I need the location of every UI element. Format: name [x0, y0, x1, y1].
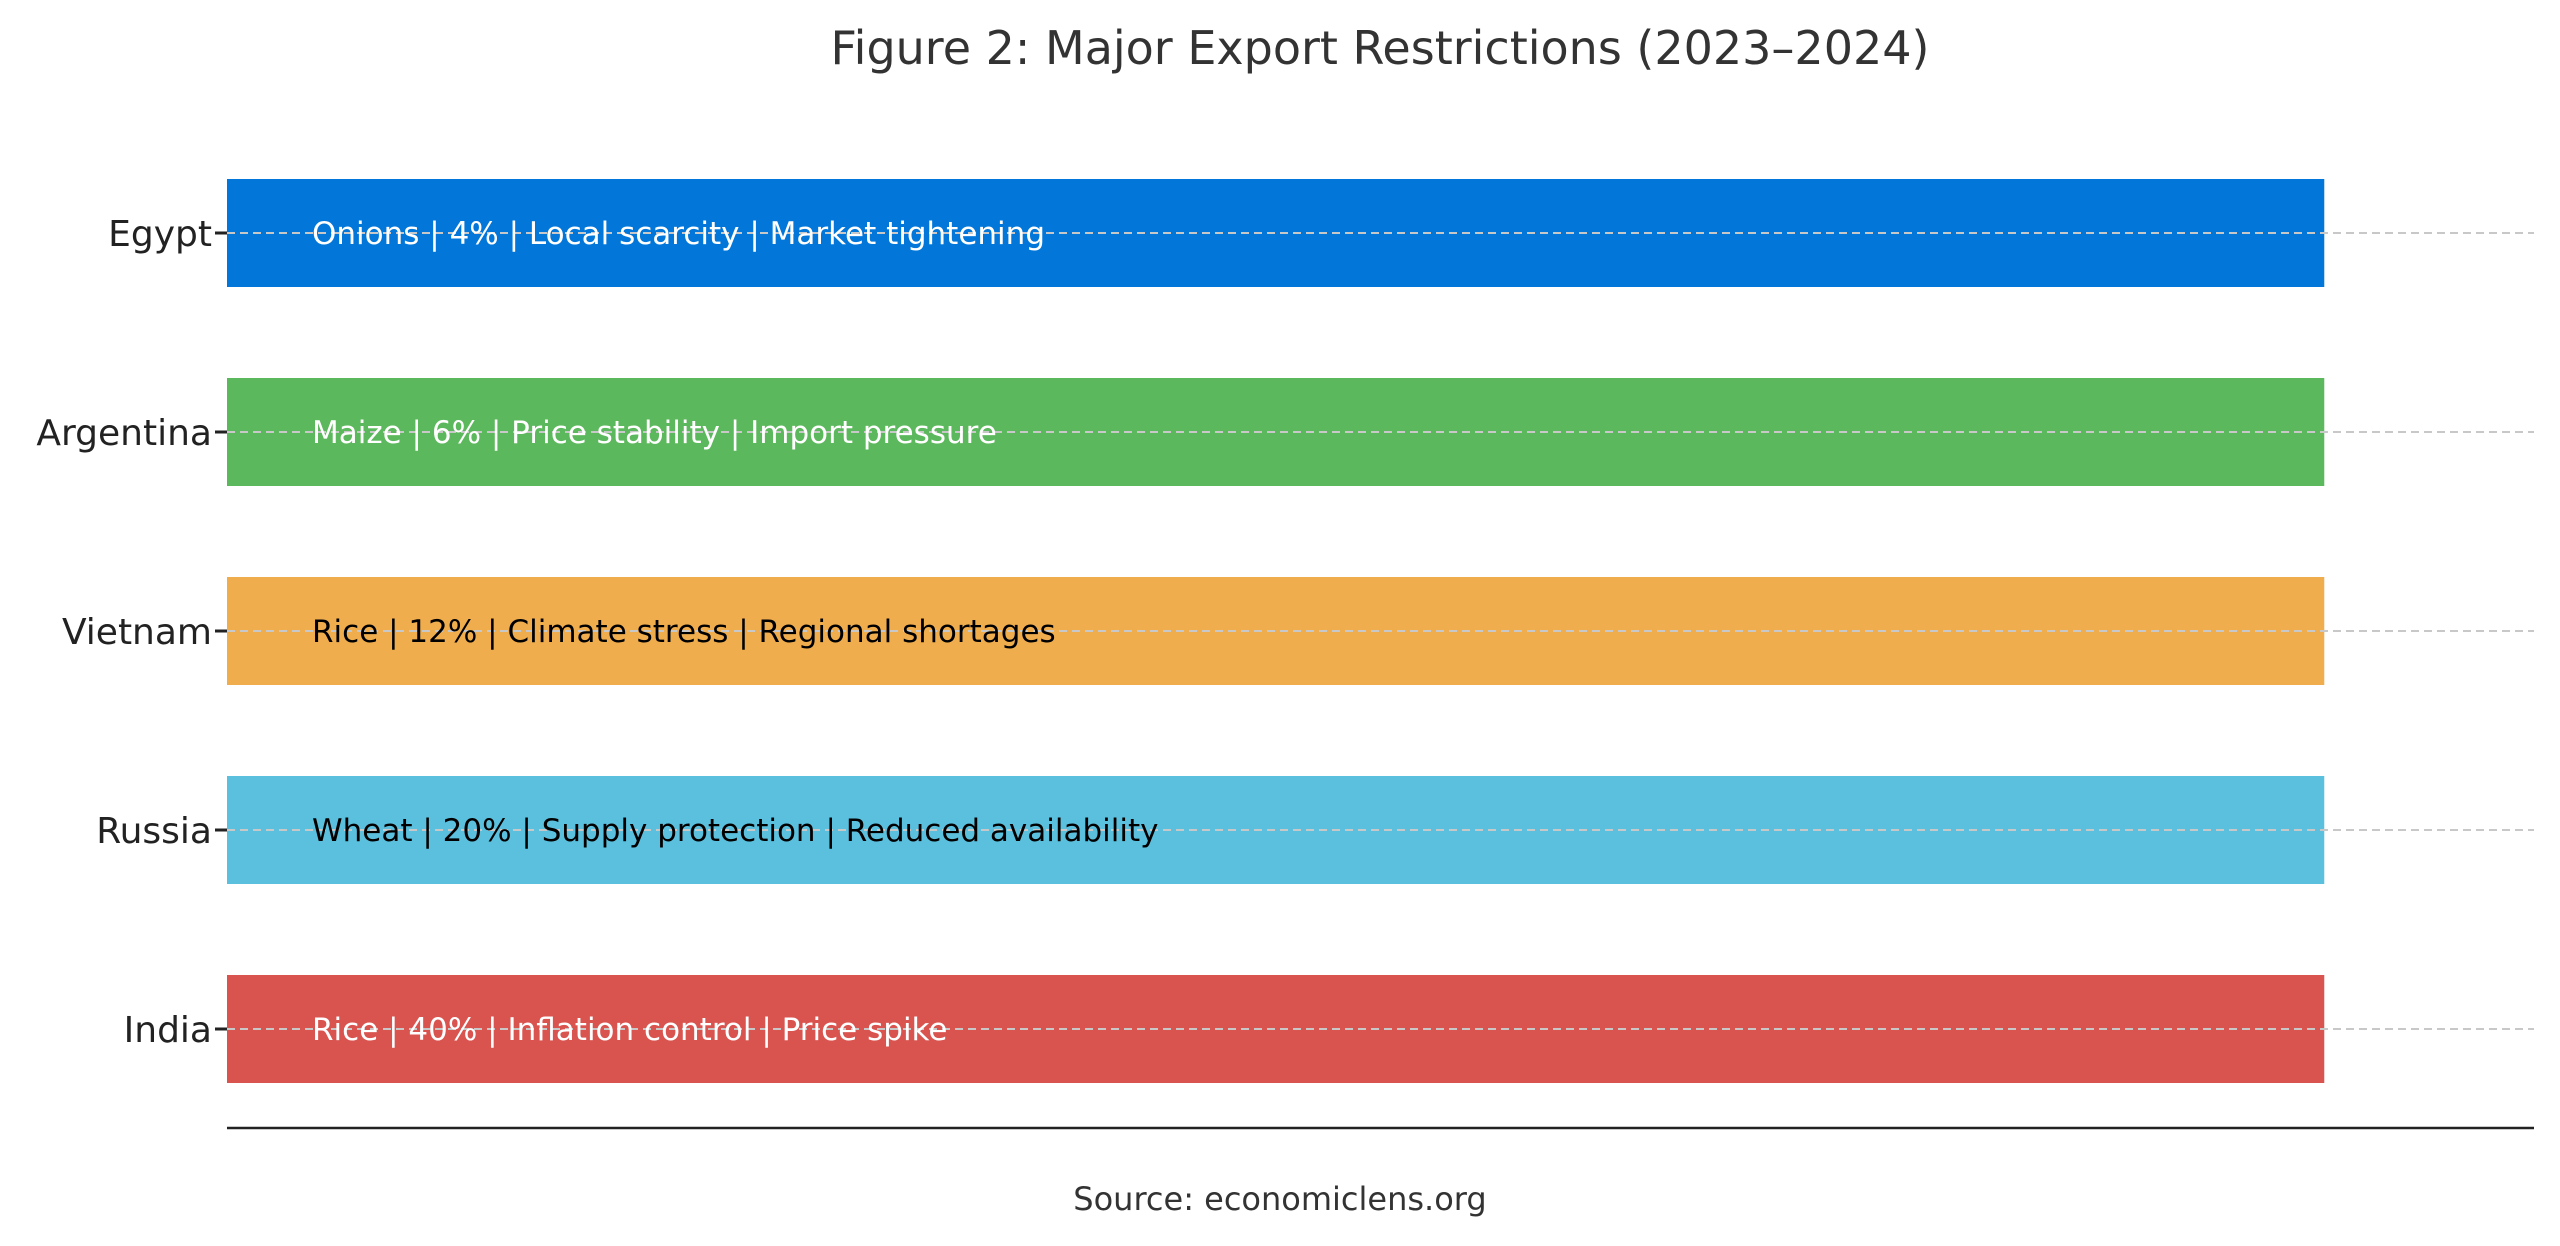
y-tick-label: Russia	[96, 811, 212, 852]
chart-title: Figure 2: Major Export Restrictions (202…	[831, 21, 1930, 75]
bar-label: Rice | 12% | Climate stress | Regional s…	[312, 614, 1056, 650]
y-tick-label: Argentina	[36, 413, 212, 454]
source-note: Source: economiclens.org	[1073, 1180, 1486, 1218]
plot-area: India Russia Vietnam Argentina Egypt Rice | 4…	[36, 179, 2534, 1083]
y-tick-label: Egypt	[108, 214, 212, 255]
y-tick-label: India	[124, 1010, 212, 1051]
y-tick-label: Vietnam	[62, 612, 212, 653]
bar-label: Wheat | 20% | Supply protection | Reduce…	[312, 813, 1159, 849]
bar-label: Maize | 6% | Price stability | Import pr…	[312, 415, 997, 451]
bar-label: Onions | 4% | Local scarcity | Market ti…	[312, 216, 1045, 252]
bar-label: Rice | 40% | Inflation control | Price s…	[312, 1012, 947, 1048]
